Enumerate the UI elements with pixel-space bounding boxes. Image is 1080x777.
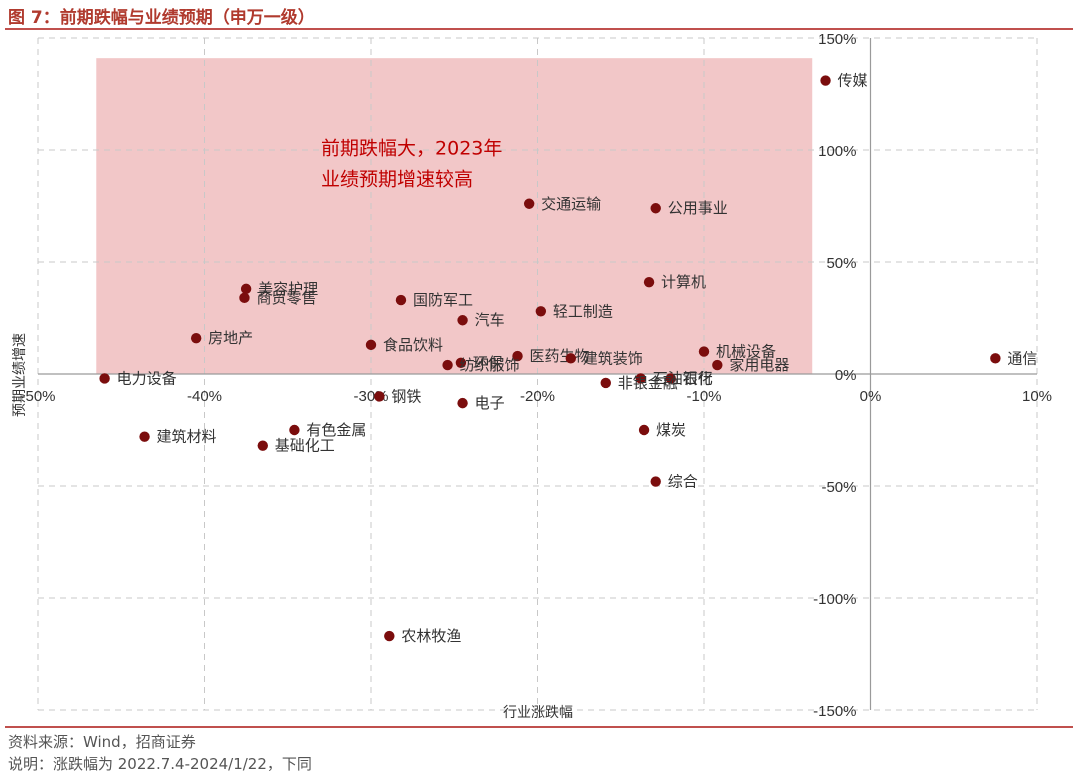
data-point — [365, 339, 377, 351]
data-point-label: 轻工制造 — [553, 302, 613, 320]
data-point-label: 传媒 — [838, 72, 868, 90]
data-point — [990, 353, 1001, 364]
x-tick-label: -10% — [686, 388, 721, 405]
data-point-label: 综合 — [668, 473, 698, 491]
data-point — [512, 350, 523, 362]
data-point — [442, 359, 453, 371]
data-point-label: 交通运输 — [541, 195, 601, 213]
x-tick-label: -50% — [20, 388, 55, 405]
data-point — [600, 377, 611, 389]
data-point — [523, 198, 535, 209]
data-point — [240, 283, 252, 295]
y-axis-label: 预期业绩增速 — [12, 333, 28, 417]
data-point-label: 非银金融 — [618, 374, 678, 392]
data-point-label: 计算机 — [661, 273, 706, 291]
source-note: 资料来源：Wind，招商证券 — [8, 733, 196, 751]
data-point — [565, 353, 576, 364]
x-tick-label: 10% — [1022, 388, 1052, 405]
y-tick-label: -100% — [813, 591, 856, 608]
data-point-label: 银行 — [683, 369, 713, 387]
axis-layer — [38, 38, 1037, 710]
data-point — [239, 292, 250, 304]
data-point — [374, 391, 385, 402]
data-point-label: 通信 — [1007, 349, 1037, 367]
data-point — [384, 630, 395, 642]
data-point — [650, 203, 661, 214]
data-point — [643, 276, 655, 288]
tick-layer: -50% -40% -30% -20% -10% 0% 10%150%100%50%0%-5… — [20, 31, 1052, 720]
data-point — [190, 332, 202, 344]
data-point — [535, 306, 547, 317]
data-point — [99, 373, 110, 384]
data-point-label: 商贸零售 — [256, 289, 316, 307]
data-point-label: 农林牧渔 — [401, 627, 461, 645]
remark-note: 说明：涨跌幅为 2022.7.4-2024/1/22，下同 — [8, 755, 312, 773]
data-point-label: 机械设备 — [716, 343, 776, 361]
data-point — [638, 424, 650, 436]
data-point — [257, 440, 268, 451]
data-point-label: 建筑装饰 — [583, 349, 643, 367]
data-point-label: 家用电器 — [729, 356, 789, 374]
data-point-label: 医药生物 — [530, 347, 590, 365]
data-point — [712, 359, 723, 371]
y-tick-label: 150% — [818, 31, 856, 48]
data-point-label: 国防军工 — [413, 291, 473, 309]
data-point — [698, 346, 710, 357]
data-point-label: 公用事业 — [668, 199, 728, 217]
figure-title: 图 7：前期跌幅与业绩预期（申万一级） — [8, 8, 315, 28]
data-point-label: 石油石化 — [653, 369, 713, 387]
data-point-label: 汽车 — [475, 311, 505, 329]
annotation-text: 业绩预期增速较高 — [321, 168, 473, 190]
x-tick-label: -40% — [187, 388, 222, 405]
data-point-label: 有色金属 — [306, 421, 366, 439]
x-tick-label: -20% — [520, 388, 555, 405]
data-point-label: 电子 — [475, 394, 505, 412]
data-point-label: 钢铁 — [391, 387, 421, 405]
data-point — [457, 397, 468, 409]
data-point-label: 基础化工 — [275, 437, 335, 455]
y-tick-label: 100% — [818, 143, 856, 160]
highlight-region-layer — [96, 58, 813, 374]
data-point — [635, 373, 646, 384]
data-point-label: 电力设备 — [117, 369, 177, 387]
data-point — [139, 431, 150, 442]
y-tick-label: 50% — [826, 255, 856, 272]
data-point-label: 煤炭 — [656, 421, 686, 439]
data-point — [665, 373, 676, 384]
data-point — [289, 424, 300, 436]
data-point — [395, 294, 407, 306]
data-point — [457, 315, 468, 326]
data-point-label: 纺织服饰 — [460, 356, 520, 374]
x-axis-label: 行业涨跌幅 — [503, 705, 573, 721]
highlight-region — [96, 58, 813, 374]
data-point-label: 房地产 — [208, 329, 253, 347]
y-tick-label: -150% — [813, 703, 856, 720]
data-point — [455, 357, 467, 368]
x-tick-label: 0% — [860, 388, 882, 405]
data-point-label: 建筑材料 — [157, 428, 217, 446]
y-tick-label: 0% — [835, 367, 857, 384]
data-point-label: 环保 — [473, 354, 503, 372]
annotation-text: 前期跌幅大，2023年 — [321, 137, 502, 159]
top-rule — [5, 28, 1073, 30]
data-point-label: 美容护理 — [258, 280, 318, 298]
data-point — [650, 476, 661, 487]
y-tick-label: -50% — [821, 479, 856, 496]
bottom-rule — [5, 726, 1073, 728]
data-point-label: 食品饮料 — [383, 336, 443, 354]
data-point — [820, 75, 831, 86]
